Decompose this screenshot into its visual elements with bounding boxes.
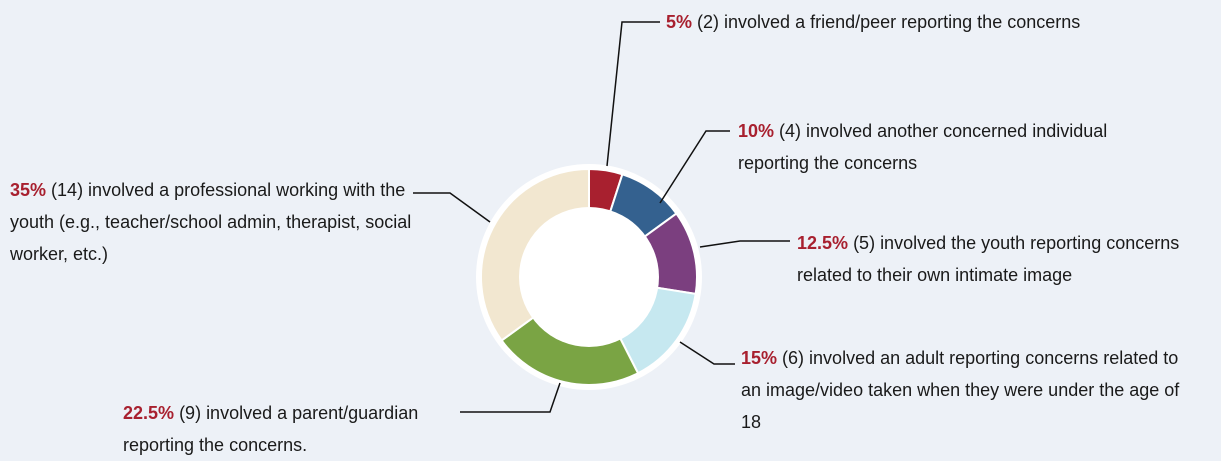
category-label: (6) involved an adult reporting concerns… xyxy=(741,348,1180,432)
category-label: (9) involved a parent/guardian reporting… xyxy=(123,403,419,455)
value-label: 10% xyxy=(738,121,775,141)
leader-line xyxy=(699,240,790,248)
value-label: 5% xyxy=(666,12,693,32)
value-label: 15% xyxy=(741,348,778,368)
value-label: 22.5% xyxy=(123,403,175,423)
slice-label: 22.5% (9) involved a parent/guardian rep… xyxy=(123,397,483,461)
slice-label: 15% (6) involved an adult reporting conc… xyxy=(741,342,1186,438)
value-label: 35% xyxy=(10,180,47,200)
category-label: (14) involved a professional working wit… xyxy=(10,180,412,264)
leader-line xyxy=(606,21,660,167)
leader-line xyxy=(679,341,735,365)
slice-label: 5% (2) involved a friend/peer reporting … xyxy=(666,6,1206,38)
leader-line xyxy=(460,382,561,413)
slice-label: 12.5% (5) involved the youth reporting c… xyxy=(797,227,1217,291)
category-label: (4) involved another concerned individua… xyxy=(738,121,1108,173)
donut-hole xyxy=(519,207,659,347)
leader-line xyxy=(659,130,730,204)
leader-line xyxy=(413,192,491,223)
slice-label: 35% (14) involved a professional working… xyxy=(10,174,425,270)
category-label: (2) involved a friend/peer reporting the… xyxy=(697,12,1081,32)
slice-label: 10% (4) involved another concerned indiv… xyxy=(738,115,1168,179)
category-label: (5) involved the youth reporting concern… xyxy=(797,233,1180,285)
value-label: 12.5% xyxy=(797,233,849,253)
